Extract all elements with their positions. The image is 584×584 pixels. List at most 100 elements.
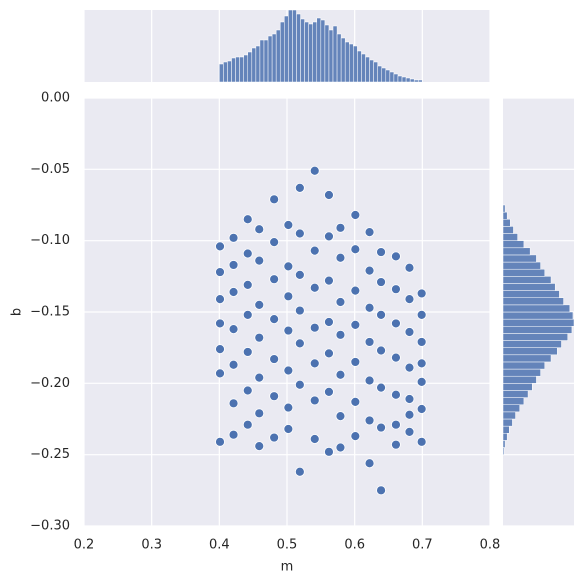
- histogram-bar: [502, 411, 516, 420]
- histogram-bar: [502, 347, 558, 356]
- x-tick-label: 0.5: [277, 538, 298, 553]
- scatter-point: [404, 362, 415, 373]
- scatter-point: [215, 294, 225, 305]
- scatter-point: [324, 231, 334, 242]
- scatter-point: [391, 251, 401, 262]
- histogram-bar: [267, 35, 273, 83]
- histogram-bar: [312, 21, 318, 83]
- histogram-bar: [502, 297, 564, 306]
- histogram-bar: [502, 204, 506, 213]
- histogram-bar: [502, 261, 541, 270]
- histogram-bar: [502, 433, 508, 441]
- histogram-bar: [271, 33, 277, 83]
- scatter-point: [269, 391, 280, 402]
- scatter-point: [254, 372, 265, 383]
- histogram-bar: [502, 375, 537, 384]
- scatter-point: [215, 436, 225, 447]
- scatter-point: [350, 357, 361, 367]
- histogram-bar: [502, 240, 525, 249]
- histogram-bar: [223, 61, 228, 83]
- histogram-bar: [344, 41, 350, 83]
- scatter-point: [391, 439, 401, 450]
- histogram-bar: [320, 19, 326, 83]
- scatter-point: [350, 396, 361, 407]
- scatter-point: [294, 182, 305, 193]
- scatter-point: [254, 408, 265, 419]
- histogram-bar: [324, 24, 330, 83]
- histogram-bar: [381, 67, 387, 83]
- scatter-point: [283, 365, 294, 376]
- x-tick-label: 0.7: [412, 538, 433, 553]
- scatter-point: [404, 409, 415, 420]
- scatter-point: [294, 338, 305, 349]
- histogram-bar: [308, 23, 313, 83]
- scatter-point: [242, 347, 253, 357]
- histogram-bar: [502, 333, 568, 341]
- scatter-point: [364, 375, 375, 386]
- scatter-point: [350, 431, 361, 442]
- scatter-point: [283, 325, 294, 336]
- scatter-point: [283, 424, 294, 434]
- x-tick-label: 0.3: [141, 538, 162, 553]
- scatter-point: [335, 369, 346, 380]
- histogram-bar: [373, 61, 378, 83]
- scatter-point: [324, 190, 334, 200]
- scatter-point: [416, 404, 427, 414]
- histogram-bar: [502, 447, 505, 455]
- histogram-bar: [393, 73, 399, 83]
- histogram-bar: [304, 21, 309, 83]
- scatter-point: [309, 395, 320, 406]
- histogram-bar: [235, 56, 240, 83]
- x-tick-label: 0.8: [480, 538, 501, 553]
- scatter-point: [324, 317, 334, 327]
- scatter-point: [254, 255, 265, 266]
- scatter-point: [215, 344, 225, 354]
- scatter-point: [242, 214, 253, 225]
- scatter-point: [335, 222, 346, 233]
- scatter-point: [309, 322, 320, 333]
- y-tick-label: −0.20: [30, 376, 70, 391]
- scatter-point: [364, 227, 375, 238]
- scatter-point: [228, 287, 239, 297]
- histogram-bar: [502, 219, 511, 227]
- y-axis-label: b: [10, 308, 25, 316]
- histogram-bar: [316, 17, 322, 83]
- scatter-point: [283, 402, 294, 413]
- histogram-bar: [502, 233, 518, 241]
- histogram-bar: [263, 39, 269, 83]
- scatter-point: [335, 442, 346, 453]
- scatter-point: [416, 337, 427, 347]
- histogram-bar: [502, 368, 541, 377]
- x-tick-label: 0.2: [74, 538, 95, 553]
- x-tick-label: 0.4: [209, 538, 230, 553]
- scatter-point: [376, 247, 386, 257]
- histogram-bar: [292, 9, 297, 83]
- scatter-point: [242, 248, 253, 259]
- histogram-bar: [385, 69, 391, 83]
- y-tick-label: 0.00: [41, 91, 70, 106]
- scatter-point: [215, 241, 225, 252]
- histogram-bar: [502, 254, 537, 263]
- scatter-point: [269, 194, 280, 205]
- histogram-bar: [296, 13, 301, 83]
- histogram-bar: [340, 37, 346, 83]
- histogram-bar: [413, 79, 419, 83]
- scatter-point: [404, 426, 415, 437]
- histogram-bar: [502, 361, 546, 370]
- scatter-point: [309, 165, 320, 176]
- scatter-point: [283, 291, 294, 302]
- scatter-point: [376, 485, 386, 496]
- histogram-bar: [502, 311, 574, 320]
- histogram-bar: [349, 43, 354, 83]
- histogram-bar: [502, 397, 525, 405]
- histogram-bar: [357, 50, 362, 83]
- histogram-bar: [231, 57, 236, 83]
- scatter-point: [309, 282, 320, 293]
- x-axis-label: m: [281, 560, 294, 575]
- scatter-point: [416, 288, 427, 299]
- histogram-bar: [502, 340, 562, 348]
- y-tick-label: −0.10: [30, 233, 70, 248]
- scatter-point: [376, 382, 386, 393]
- scatter-point: [350, 285, 361, 296]
